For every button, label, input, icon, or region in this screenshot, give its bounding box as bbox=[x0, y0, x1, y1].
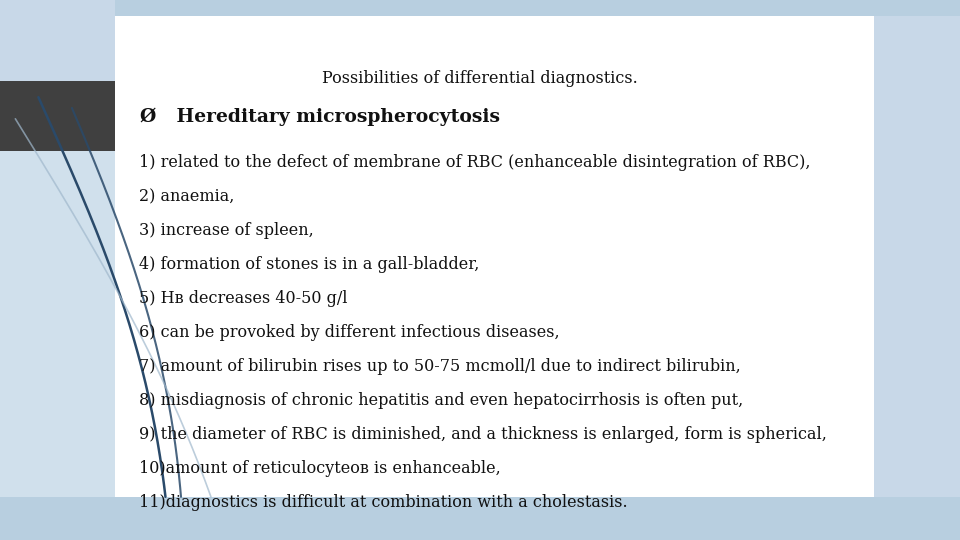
Text: 7) amount of bilirubin rises up to 50-75 mcmoll/l due to indirect bilirubin,: 7) amount of bilirubin rises up to 50-75… bbox=[139, 358, 741, 375]
FancyBboxPatch shape bbox=[0, 81, 115, 151]
FancyBboxPatch shape bbox=[0, 0, 115, 81]
FancyBboxPatch shape bbox=[0, 497, 960, 540]
Text: 4) formation of stones is in a gall-bladder,: 4) formation of stones is in a gall-blad… bbox=[139, 256, 480, 273]
Text: :: : bbox=[466, 108, 472, 126]
Text: Possibilities of differential diagnostics.: Possibilities of differential diagnostic… bbox=[323, 70, 637, 87]
Text: Hereditary microspherocytosis: Hereditary microspherocytosis bbox=[170, 108, 500, 126]
Text: 3) increase of spleen,: 3) increase of spleen, bbox=[139, 222, 314, 239]
Text: 9) the diameter of RBC is diminished, and a thickness is enlarged, form is spher: 9) the diameter of RBC is diminished, an… bbox=[139, 426, 828, 443]
Text: Ø: Ø bbox=[139, 108, 156, 126]
Text: 2) anaemia,: 2) anaemia, bbox=[139, 188, 234, 205]
Text: 6) can be provoked by different infectious diseases,: 6) can be provoked by different infectio… bbox=[139, 324, 560, 341]
Text: 11)diagnostics is difficult at combination with a cholestasis.: 11)diagnostics is difficult at combinati… bbox=[139, 494, 628, 511]
Text: 8) misdiagnosis of chronic hepatitis and even hepatocirrhosis is often put,: 8) misdiagnosis of chronic hepatitis and… bbox=[139, 392, 743, 409]
FancyBboxPatch shape bbox=[874, 16, 960, 497]
FancyBboxPatch shape bbox=[0, 151, 115, 497]
FancyBboxPatch shape bbox=[115, 16, 874, 497]
Text: 10)amount of reticulocyteов is enhanceable,: 10)amount of reticulocyteов is enhanceab… bbox=[139, 460, 501, 477]
Text: 5) Нв decreases 40-50 g/l: 5) Нв decreases 40-50 g/l bbox=[139, 290, 348, 307]
Text: 1) related to the defect of membrane of RBC (enhanceable disintegration of RBC),: 1) related to the defect of membrane of … bbox=[139, 154, 810, 171]
